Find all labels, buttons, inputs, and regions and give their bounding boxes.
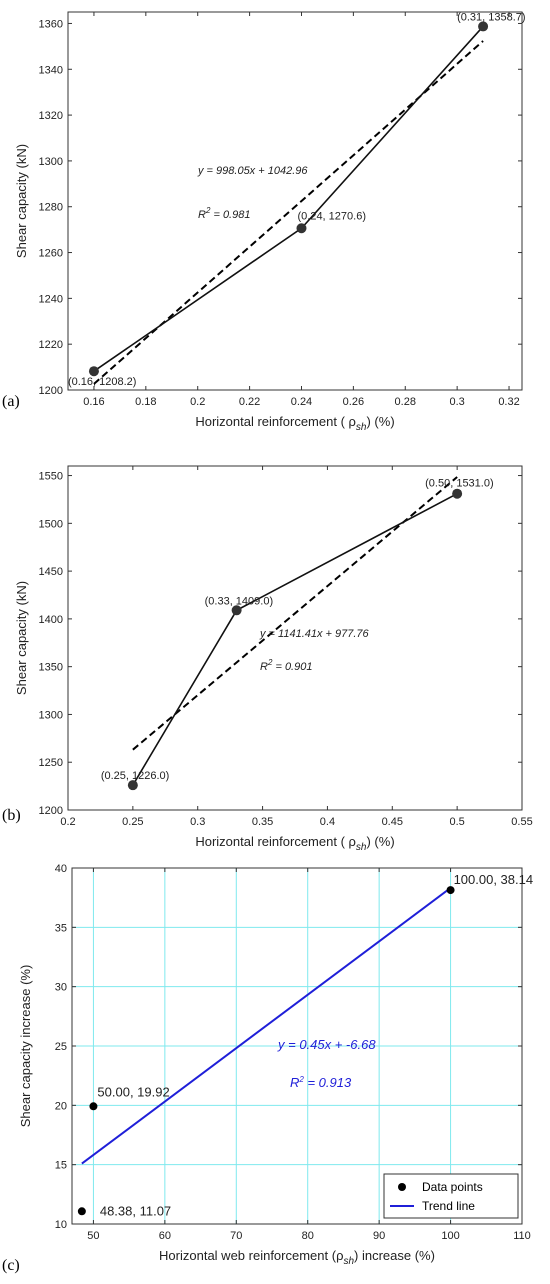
regression-equation: y = 1141.41x + 977.76 xyxy=(259,628,370,640)
y-axis-label: Shear capacity (kN) xyxy=(14,144,29,258)
x-tick-label: 0.3 xyxy=(449,396,464,408)
y-tick-label: 40 xyxy=(55,863,67,875)
x-axis-label: Horizontal web reinforcement (ρsh) incre… xyxy=(159,1248,435,1267)
y-tick-label: 1250 xyxy=(39,757,63,769)
trend-line xyxy=(81,887,452,1165)
x-tick-label: 0.2 xyxy=(60,816,75,828)
x-tick-label: 50 xyxy=(87,1230,99,1242)
x-tick-label: 0.32 xyxy=(498,396,519,408)
plot-frame xyxy=(67,11,523,391)
y-tick-label: 1280 xyxy=(39,202,63,214)
x-tick-label: 0.35 xyxy=(252,816,273,828)
y-tick-label: 25 xyxy=(55,1041,67,1053)
data-point xyxy=(77,1207,86,1216)
data-point xyxy=(89,1102,98,1111)
x-tick-label: 70 xyxy=(230,1230,242,1242)
legend-box xyxy=(383,1173,519,1219)
legend-label: Data points xyxy=(422,1180,483,1194)
data-point xyxy=(231,605,242,616)
x-tick-label: 0.2 xyxy=(190,396,205,408)
y-tick-label: 1200 xyxy=(39,385,63,397)
legend-label: Trend line xyxy=(422,1199,475,1213)
regression-equation: y = 998.05x + 1042.96 xyxy=(197,165,308,177)
data-label: (0.50, 1531.0) xyxy=(425,478,494,490)
y-tick-label: 1350 xyxy=(39,662,63,674)
x-tick-label: 0.16 xyxy=(83,396,104,408)
y-tick-label: 1320 xyxy=(39,110,63,122)
x-tick-label: 0.25 xyxy=(122,816,143,828)
legend-marker-points xyxy=(398,1183,406,1191)
y-tick-label: 1450 xyxy=(39,566,63,578)
data-point xyxy=(127,780,138,791)
y-tick-label: 1550 xyxy=(39,471,63,483)
x-tick-label: 100 xyxy=(441,1230,459,1242)
y-tick-label: 1360 xyxy=(39,18,63,30)
r-squared: R2 = 0.913 xyxy=(290,1075,352,1090)
panel-label: (a) xyxy=(2,393,20,410)
x-tick-label: 0.45 xyxy=(382,816,403,828)
data-label: 48.38, 11.07 xyxy=(100,1203,171,1218)
y-tick-label: 1340 xyxy=(39,64,63,76)
data-label: (0.16, 1208.2) xyxy=(68,376,137,388)
y-tick-label: 20 xyxy=(55,1100,67,1112)
x-tick-label: 60 xyxy=(159,1230,171,1242)
x-tick-label: 110 xyxy=(513,1230,531,1242)
y-axis-label: Shear capacity (kN) xyxy=(14,581,29,695)
x-tick-label: 80 xyxy=(302,1230,314,1242)
y-tick-label: 1200 xyxy=(39,805,63,817)
y-tick-label: 1300 xyxy=(39,156,63,168)
y-tick-label: 1220 xyxy=(39,339,63,351)
data-label: 50.00, 19.92 xyxy=(97,1084,169,1099)
y-tick-label: 1400 xyxy=(39,614,63,626)
r-squared: R2 = 0.981 xyxy=(198,206,250,221)
y-tick-label: 15 xyxy=(55,1160,67,1172)
r-squared: R2 = 0.901 xyxy=(260,658,312,673)
x-tick-label: 0.4 xyxy=(320,816,335,828)
x-tick-label: 90 xyxy=(373,1230,385,1242)
x-tick-label: 0.3 xyxy=(190,816,205,828)
plot-frame xyxy=(67,465,523,811)
y-tick-label: 1260 xyxy=(39,248,63,260)
series-line xyxy=(93,25,484,372)
data-point xyxy=(446,886,455,895)
y-tick-label: 30 xyxy=(55,982,67,994)
x-tick-label: 0.5 xyxy=(449,816,464,828)
y-tick-label: 1300 xyxy=(39,709,63,721)
x-tick-label: 0.55 xyxy=(511,816,532,828)
data-point xyxy=(296,223,307,234)
data-label: (0.31, 1358.7) xyxy=(457,11,525,23)
x-tick-label: 0.18 xyxy=(135,396,156,408)
x-tick-label: 0.22 xyxy=(239,396,260,408)
x-axis-label: Horizontal reinforcement ( ρsh) (%) xyxy=(195,414,394,433)
panel-label: (c) xyxy=(2,1257,20,1274)
data-label: 100.00, 38.14 xyxy=(454,872,534,887)
y-tick-label: 1240 xyxy=(39,293,63,305)
data-point xyxy=(478,21,489,32)
x-tick-label: 0.24 xyxy=(291,396,312,408)
data-label: (0.25, 1226.0) xyxy=(101,770,170,782)
y-tick-label: 1500 xyxy=(39,518,63,530)
x-axis-label: Horizontal reinforcement ( ρsh) (%) xyxy=(195,834,394,853)
x-tick-label: 0.26 xyxy=(343,396,364,408)
trend-line xyxy=(132,476,458,751)
y-axis-label: Shear capacity increase (%) xyxy=(18,965,33,1128)
panel-label: (b) xyxy=(2,807,21,824)
y-tick-label: 10 xyxy=(55,1219,67,1231)
data-label: (0.24, 1270.6) xyxy=(297,210,366,222)
data-label: (0.33, 1409.0) xyxy=(205,595,274,607)
data-point xyxy=(452,488,463,499)
regression-equation: y = 0.45x + -6.68 xyxy=(277,1037,376,1052)
data-point xyxy=(88,366,99,377)
x-tick-label: 0.28 xyxy=(395,396,416,408)
y-tick-label: 35 xyxy=(55,922,67,934)
